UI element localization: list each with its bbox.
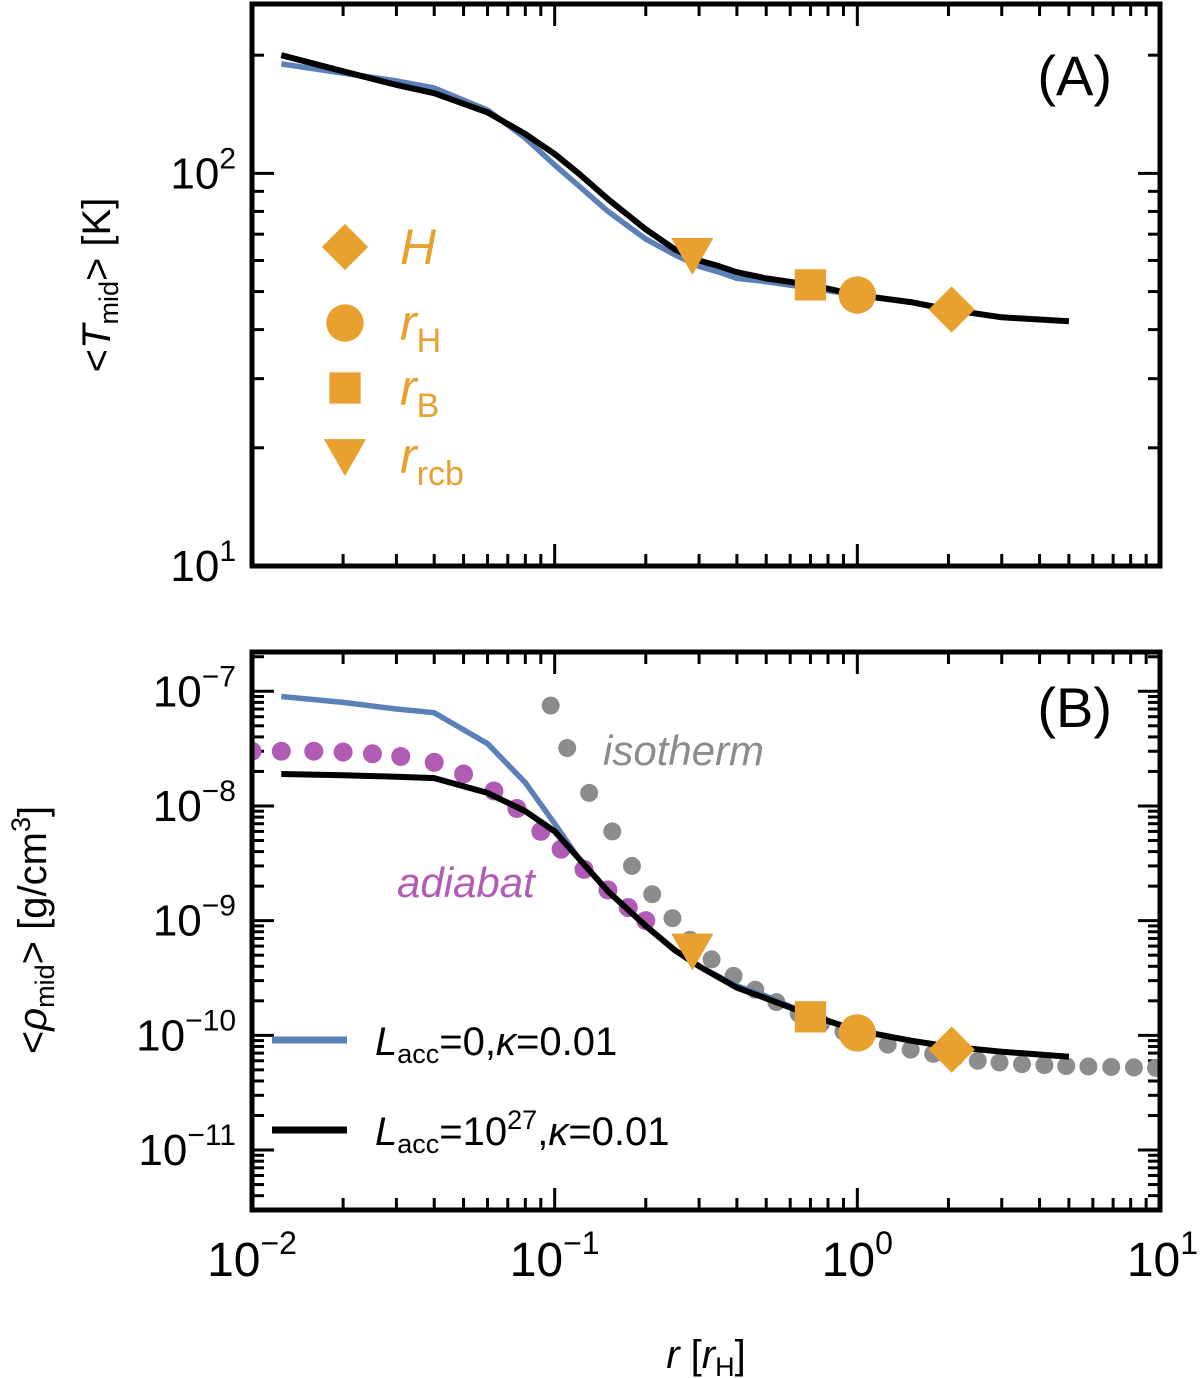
panel-a-y-axis-label: <Tmid> [K] [75, 198, 124, 373]
circle-marker [838, 276, 877, 314]
isotherm-point [1124, 1058, 1143, 1077]
isotherm-point [1102, 1057, 1121, 1076]
panel-a-label: (A) [1037, 44, 1112, 107]
panel-b-label: (B) [1037, 676, 1112, 739]
isotherm-point [622, 856, 641, 875]
adiabat-point [454, 764, 474, 784]
panel-b-y-axis-label: <ρmid> [g/cm3] [6, 806, 60, 1054]
isotherm-point [1146, 1058, 1160, 1077]
isotherm-point [990, 1053, 1009, 1072]
legend-marker-label: rB [400, 360, 439, 425]
isotherm-label: isotherm [603, 727, 764, 774]
series-line-lacc0 [280, 61, 1070, 325]
legend-square-icon [329, 372, 361, 404]
triangle-marker [671, 933, 714, 971]
panel-a-ticks [250, 4, 1162, 568]
y-tick-label: 101 [170, 535, 236, 591]
adiabat-point [271, 741, 291, 761]
panel-b-series-legend: Lacc=0,κ=0.01 Lacc=1027,κ=0.01 [272, 1020, 670, 1159]
y-tick-label: 102 [170, 142, 236, 198]
y-tick-label: 10−9 [153, 890, 236, 946]
triangle-marker [671, 238, 714, 275]
diamond-marker [928, 286, 975, 333]
isotherm-point [901, 1040, 920, 1059]
y-tick-label: 10−8 [153, 775, 236, 831]
y-tick-label: 10−11 [138, 1119, 236, 1175]
isotherm-point [558, 739, 577, 758]
square-marker [794, 269, 827, 301]
panel-a-plot-area [280, 52, 1070, 333]
y-tick-label: 10−10 [136, 1004, 236, 1060]
isotherm-point [968, 1051, 987, 1070]
panel-b-density: (B) isotherm adiabat 10−710−810−910−1010… [6, 649, 1163, 1213]
panel-b-y-tick-labels: 10−7 10−8 10−9 10−10 10−11 [136, 660, 236, 1175]
isotherm-point [643, 885, 662, 904]
panel-b-frame [249, 649, 1163, 1213]
adiabat-point [391, 746, 411, 766]
legend-marker-label: rrcb [400, 428, 464, 493]
diamond-marker [928, 1026, 975, 1073]
x-tick-label: 101 [1127, 1225, 1198, 1287]
x-tick-labels: 10−2 10−1 100 101 [207, 1225, 1198, 1287]
x-tick-label: 100 [822, 1225, 893, 1287]
legend-diamond-icon [321, 223, 369, 271]
panel-a-y-tick-labels: 101 102 [170, 142, 236, 591]
isotherm-point [603, 822, 622, 841]
series-line-lacc27 [281, 771, 1070, 1060]
legend-marker-label: H [400, 219, 437, 275]
series-line-lacc27 [280, 52, 1070, 325]
isotherm-point [1057, 1057, 1076, 1076]
x-tick-label: 10−2 [207, 1225, 297, 1287]
panel-b-plot-area [252, 693, 1160, 1077]
legend-marker-label: rH [400, 295, 441, 360]
adiabat-point [333, 742, 353, 762]
legend-triangle-icon [323, 439, 367, 477]
legend-label-lacc0: Lacc=0,κ=0.01 [375, 1020, 617, 1069]
legend-circle-icon [326, 304, 364, 342]
adiabat-point [424, 752, 444, 772]
y-tick-label: 10−7 [153, 660, 236, 716]
isotherm-point [663, 909, 682, 928]
panel-a-frame [249, 1, 1163, 569]
isotherm-point [541, 696, 560, 715]
legend-label-lacc27: Lacc=1027,κ=0.01 [375, 1105, 670, 1159]
circle-marker [838, 1014, 877, 1052]
isotherm-point [702, 950, 721, 969]
isotherm-point [1013, 1055, 1032, 1074]
x-axis-label: r [rH] [666, 1333, 746, 1378]
x-tick-label: 10−1 [510, 1225, 600, 1287]
isotherm-point [1035, 1056, 1054, 1075]
adiabat-point [304, 741, 324, 761]
square-marker [794, 1001, 827, 1033]
adiabat-point [362, 744, 382, 764]
isotherm-point [1079, 1057, 1098, 1076]
isotherm-point [580, 783, 599, 802]
adiabat-label: adiabat [397, 859, 537, 906]
